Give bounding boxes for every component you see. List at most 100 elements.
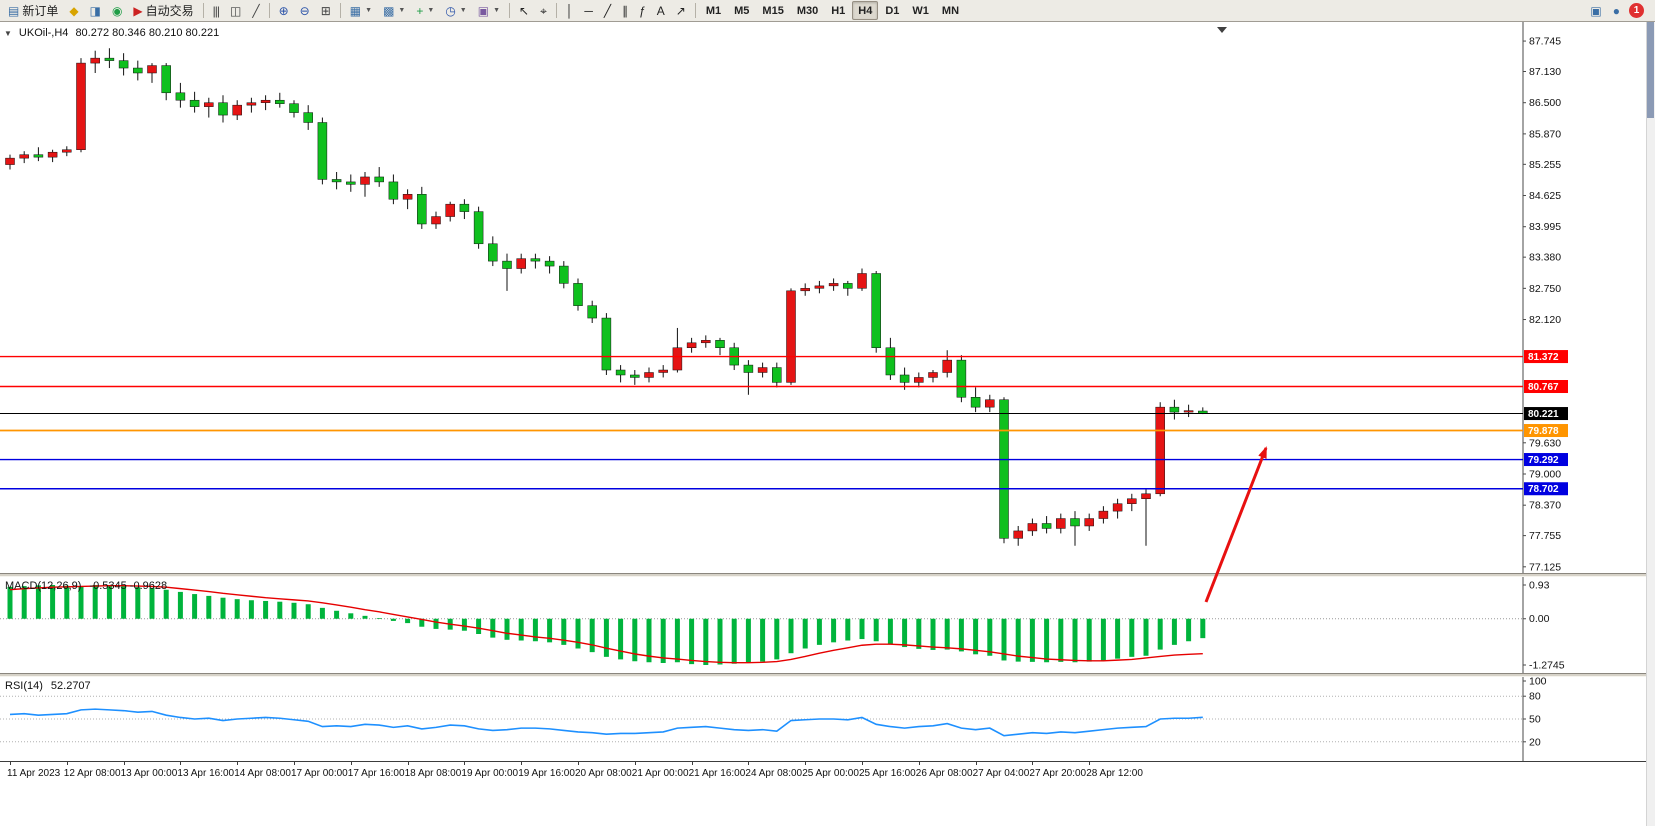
toolbar-separator — [694, 3, 696, 18]
chart-template-button[interactable]: ▦ ▼ — [345, 1, 377, 20]
macd-signal-line — [9, 585, 1203, 664]
notification-count-badge[interactable]: 1 — [1629, 3, 1644, 18]
time-tick — [748, 762, 750, 765]
rsi-tick-label: 80 — [1529, 691, 1541, 703]
price-tick-label: 82.120 — [1529, 314, 1561, 326]
equidistant-channel-button[interactable]: ∥ — [617, 1, 633, 20]
candle-body — [289, 103, 299, 113]
text-label-button[interactable]: A — [652, 1, 670, 20]
svg-text:79.878: 79.878 — [1528, 426, 1559, 437]
timeframe-m30-button[interactable]: M30 — [791, 1, 824, 20]
scrollbar-thumb[interactable] — [1647, 22, 1654, 118]
arrow-objects-button[interactable]: ↗ — [671, 1, 691, 20]
candle-body — [374, 176, 384, 183]
rsi-tick-label: 20 — [1529, 736, 1541, 748]
time-axis[interactable]: 11 Apr 2023 12 Apr 08:00 13 Apr 00:00 13 Ap… — [0, 761, 1655, 781]
text-label-icon: A — [656, 3, 665, 18]
timeframe-mn-button[interactable]: MN — [936, 1, 965, 20]
one-click-trading-toggle[interactable]: ▼ — [4, 28, 12, 38]
candle-body — [19, 154, 29, 159]
bar-chart-button[interactable]: ||| — [208, 1, 224, 20]
candle-body — [757, 367, 768, 373]
candle-body — [601, 317, 612, 371]
time-tick — [1089, 762, 1091, 765]
candle-body — [260, 99, 271, 103]
time-label: 20 Apr 08:00 — [575, 768, 632, 779]
add-indicator-button[interactable]: + ▼ — [411, 1, 439, 20]
price-axis-scale[interactable]: 87.745 87.130 86.500 85.870 85.255 84.625 83.9… — [1523, 36, 1561, 573]
time-label: 25 Apr 16:00 — [859, 768, 916, 779]
timeframe-m5-button[interactable]: M5 — [728, 1, 755, 20]
fibonacci-icon: ƒ — [639, 3, 646, 18]
time-label: 24 Apr 08:00 — [745, 768, 803, 779]
chart-shift-marker[interactable] — [1217, 27, 1227, 33]
chevron-down-icon: ▼ — [459, 7, 467, 14]
trendline-button[interactable]: ╱ — [599, 1, 616, 20]
timeframe-w1-button[interactable]: W1 — [906, 1, 935, 20]
tile-windows-button[interactable]: ⊞ — [316, 1, 336, 20]
terminal-button[interactable]: ◉ — [107, 1, 127, 20]
candlestick-chart-icon: ◫ — [230, 3, 242, 18]
panel-splitter[interactable] — [0, 573, 1655, 577]
macd-chart[interactable]: 0.93 0.00 -1.2745 — [0, 577, 1655, 673]
rsi-panel: 100 80 50 20 RSI(14) 52.2707 — [0, 677, 1655, 761]
timeframe-m15-button[interactable]: M15 — [756, 1, 789, 20]
chart-image-button[interactable]: ▣ ▼ — [473, 1, 505, 20]
time-label: 27 Apr 04:00 — [972, 768, 1030, 779]
timeframe-h4-button[interactable]: H4 — [852, 1, 879, 20]
candle-body — [899, 374, 910, 383]
chevron-down-icon: ▼ — [365, 7, 373, 14]
candle-body — [644, 372, 654, 378]
panel-splitter[interactable] — [0, 673, 1655, 677]
crosshair-button[interactable]: ⌖ — [535, 1, 552, 20]
vertical-line-button[interactable]: │ — [561, 1, 579, 20]
zoom-out-button[interactable]: ⊖ — [295, 1, 315, 20]
candle-body — [1155, 406, 1165, 495]
rsi-chart[interactable]: 100 80 50 20 — [0, 677, 1655, 761]
cursor-button[interactable]: ↖ — [514, 1, 534, 20]
arrow-objects-icon: ↗ — [675, 3, 686, 18]
candle-body — [686, 342, 697, 348]
macd-axis-scale[interactable]: 0.93 0.00 -1.2745 — [1523, 580, 1565, 672]
new-order-button[interactable]: ▤ 新订单 — [3, 1, 63, 20]
candle-body — [800, 288, 810, 292]
time-label: 12 Apr 08:00 — [63, 768, 121, 779]
timeframe-m1-button[interactable]: M1 — [700, 1, 727, 20]
horizontal-line-button[interactable]: ─ — [579, 1, 598, 20]
chart-profile-icon: ▩ — [383, 3, 395, 18]
time-label: 21 Apr 16:00 — [688, 768, 746, 779]
zoom-in-button[interactable]: ⊕ — [274, 1, 294, 20]
autotrade-button[interactable]: ▶ 自动交易 — [128, 1, 198, 20]
timeframe-h1-button[interactable]: H1 — [825, 1, 851, 20]
cursor-icon: ↖ — [519, 3, 530, 18]
vertical-scrollbar[interactable] — [1646, 22, 1655, 826]
candlestick-chart-button[interactable]: ◫ — [225, 1, 246, 20]
market-watch-button[interactable]: ◆ — [64, 1, 83, 20]
candle-body — [1084, 518, 1094, 527]
candle-body — [161, 65, 171, 94]
timeframe-d1-button[interactable]: D1 — [879, 1, 905, 20]
time-label: 14 Apr 08:00 — [234, 768, 291, 779]
candle-body — [1041, 523, 1052, 529]
price-chart[interactable]: 87.745 87.130 86.500 85.870 85.255 84.625 83.9… — [0, 22, 1655, 573]
candle-body — [1112, 503, 1123, 512]
time-tick — [180, 762, 182, 765]
chart-profile-button[interactable]: ▩ ▼ — [378, 1, 410, 20]
candle-body — [502, 260, 512, 269]
community-button[interactable]: ▣ — [1585, 1, 1606, 20]
svg-text:79.292: 79.292 — [1528, 455, 1559, 466]
candle-body — [743, 364, 754, 373]
candle-body — [317, 122, 328, 180]
rsi-axis-scale[interactable]: 100 80 50 20 — [1523, 677, 1547, 748]
fibonacci-button[interactable]: ƒ — [634, 1, 651, 20]
notifications-button[interactable]: ● — [1608, 1, 1625, 20]
time-tick — [123, 762, 125, 765]
macd-tick-label: -1.2745 — [1529, 660, 1565, 672]
equidistant-channel-icon: ∥ — [622, 3, 629, 18]
candle-body — [544, 260, 555, 267]
candle-body — [985, 399, 995, 408]
line-chart-button[interactable]: ╱ — [247, 1, 264, 20]
navigator-button[interactable]: ◨ — [85, 1, 106, 20]
period-clock-button[interactable]: ◷ ▼ — [440, 1, 471, 20]
